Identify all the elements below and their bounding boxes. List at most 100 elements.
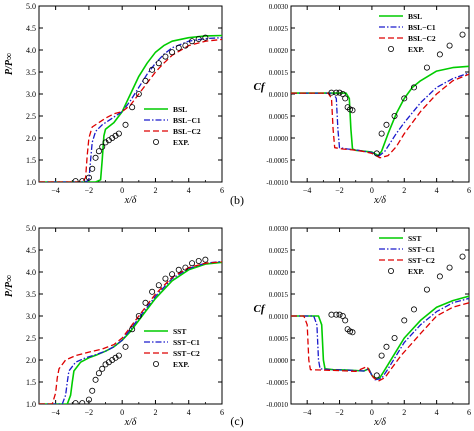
y-axis-label: P/P∞ [4, 53, 15, 75]
y-tick-label: 0.0020 [269, 47, 289, 55]
data-point-exp- [342, 317, 349, 324]
legend: SST SST−C1 SST−C2 EXP. [144, 327, 200, 369]
series-line-sst-c2 [291, 302, 469, 382]
data-point-exp- [436, 273, 443, 280]
data-point-exp- [373, 372, 380, 379]
y-tick-label: 0.0015 [269, 291, 289, 299]
legend: BSL BSL−C1 BSL−C2 EXP. [379, 12, 436, 54]
data-point-exp- [195, 257, 202, 264]
y-tick-label: 3.0 [26, 90, 36, 99]
legend-label-sst-c1: SST−C1 [408, 245, 435, 254]
data-point-exp- [89, 165, 96, 172]
data-point-exp- [95, 148, 102, 155]
y-tick-label: 0.0025 [269, 247, 289, 255]
legend-label-sst-c1: SST−C1 [173, 338, 200, 347]
y-tick-label: 5.0 [26, 224, 36, 233]
y-tick-label: 4.0 [26, 268, 36, 277]
data-point-exp- [423, 286, 430, 293]
data-point-exp- [85, 174, 92, 181]
series-line-bsl [39, 34, 222, 182]
data-point-exp- [339, 91, 346, 98]
x-tick-label: −2 [335, 408, 344, 417]
data-point-exp- [423, 64, 430, 71]
legend-label-sst-c2: SST−C2 [173, 349, 200, 358]
data-point-exp- [89, 387, 96, 394]
legend: BSL BSL−C1 BSL−C2 EXP. [144, 105, 201, 147]
y-axis-label: Cf [254, 81, 266, 93]
data-point-exp- [378, 352, 385, 359]
series-line-bsl [291, 65, 469, 157]
data-point-exp- [72, 178, 79, 182]
data-point-exp- [410, 84, 417, 91]
legend-label-bsl: BSL [173, 105, 187, 114]
data-point-exp- [373, 150, 380, 157]
x-tick-label: −4 [303, 186, 312, 195]
x-tick-label: 4 [435, 408, 439, 417]
data-point-exp- [95, 370, 102, 377]
legend-label-bsl-c1: BSL−C1 [173, 116, 201, 125]
y-tick-label: 0.0020 [269, 269, 289, 277]
legend-swatch-exp- [152, 138, 159, 145]
caption-b: (b) [230, 193, 244, 207]
data-point-exp- [333, 89, 340, 96]
data-point-exp- [391, 113, 398, 120]
x-axis-label: x/δ [124, 195, 137, 206]
data-point-exp- [336, 311, 343, 318]
data-point-exp- [182, 264, 189, 271]
data-point-exp- [349, 107, 356, 114]
y-tick-label: 0.0005 [269, 113, 289, 121]
data-point-exp- [446, 42, 453, 49]
skin-friction-chart-bsl: −4 −2 0 2 4 6 -0.0010 -0.0005 0.0000 0.0005 0.0010… [254, 3, 472, 206]
data-point-exp- [182, 42, 189, 49]
x-tick-label: 0 [370, 186, 374, 195]
data-point-exp- [122, 121, 129, 128]
legend-label-bsl-c1: BSL−C1 [408, 23, 436, 32]
data-point-exp- [92, 154, 99, 161]
data-point-exp- [135, 91, 142, 98]
data-point-exp- [149, 288, 156, 295]
legend-swatch-exp- [387, 267, 394, 274]
data-point-exp- [72, 400, 79, 404]
data-point-exp- [401, 317, 408, 324]
data-point-exp- [436, 51, 443, 58]
series-line-bsl-c1 [291, 72, 469, 158]
legend-swatch-exp- [152, 360, 159, 367]
y-tick-label: 0.0030 [269, 3, 289, 11]
data-point-exp- [378, 130, 385, 137]
data-point-exp- [202, 256, 209, 263]
y-tick-label: 0.0015 [269, 69, 289, 77]
x-tick-label: −4 [303, 408, 312, 417]
y-tick-label: 2.0 [26, 134, 36, 143]
y-tick-label: 1.0 [26, 178, 36, 187]
x-tick-label: −2 [335, 186, 344, 195]
data-point-exp- [195, 36, 202, 43]
skin-friction-chart-sst: −4 −2 0 2 4 6 -0.0010 -0.0005 0.0000 0.0005 0.0010… [254, 225, 472, 428]
data-point-exp- [155, 282, 162, 289]
data-point-exp- [135, 312, 142, 319]
data-point-exp- [162, 275, 169, 282]
x-tick-label: 2 [402, 408, 406, 417]
data-point-exp- [79, 178, 86, 182]
data-point-exp- [383, 121, 390, 128]
x-tick-label: 6 [220, 408, 224, 417]
legend-label-sst-c2: SST−C2 [408, 256, 435, 265]
y-axis-label: Cf [254, 303, 266, 315]
x-tick-label: 4 [187, 408, 191, 417]
pressure-chart-sst: −4 −2 0 2 4 6 1.0 1.5 2.0 2.5 3.0 3.5 4.0 4.5 5.0 x/δ P/… [4, 224, 224, 428]
data-point-exp- [169, 49, 176, 56]
data-point-exp- [459, 253, 466, 260]
y-tick-label: 0.0010 [269, 91, 289, 99]
x-tick-label: 0 [370, 408, 374, 417]
x-tick-label: −4 [51, 408, 60, 417]
x-tick-label: −2 [85, 408, 94, 417]
y-tick-label: 0.0030 [269, 225, 289, 233]
y-tick-label: 1.5 [26, 378, 36, 387]
data-point-exp- [79, 400, 86, 404]
x-tick-label: 6 [467, 408, 471, 417]
legend-swatch-exp- [387, 46, 394, 53]
y-tick-label: 1.0 [26, 400, 36, 409]
x-tick-label: −4 [51, 186, 60, 195]
legend-label-bsl: BSL [408, 12, 422, 21]
x-tick-label: 6 [467, 186, 471, 195]
y-tick-label: 2.5 [26, 334, 36, 343]
